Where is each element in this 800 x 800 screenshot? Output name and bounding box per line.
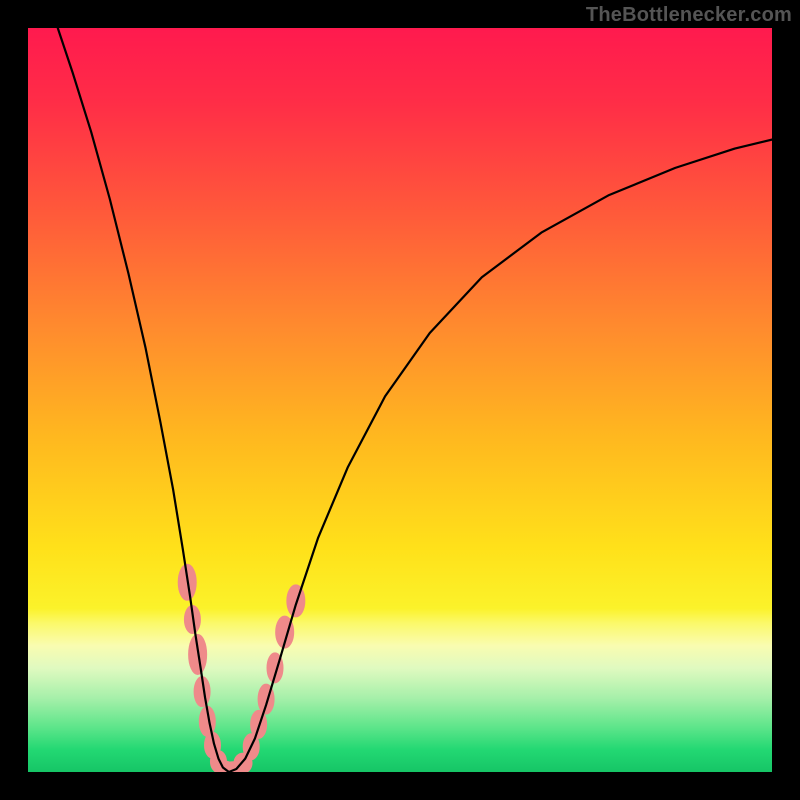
bottleneck-chart-svg [0,0,800,800]
plot-background [28,28,772,772]
watermark-text: TheBottlenecker.com [586,4,792,27]
chart-frame: TheBottlenecker.com [0,0,800,800]
data-marker [287,585,305,617]
